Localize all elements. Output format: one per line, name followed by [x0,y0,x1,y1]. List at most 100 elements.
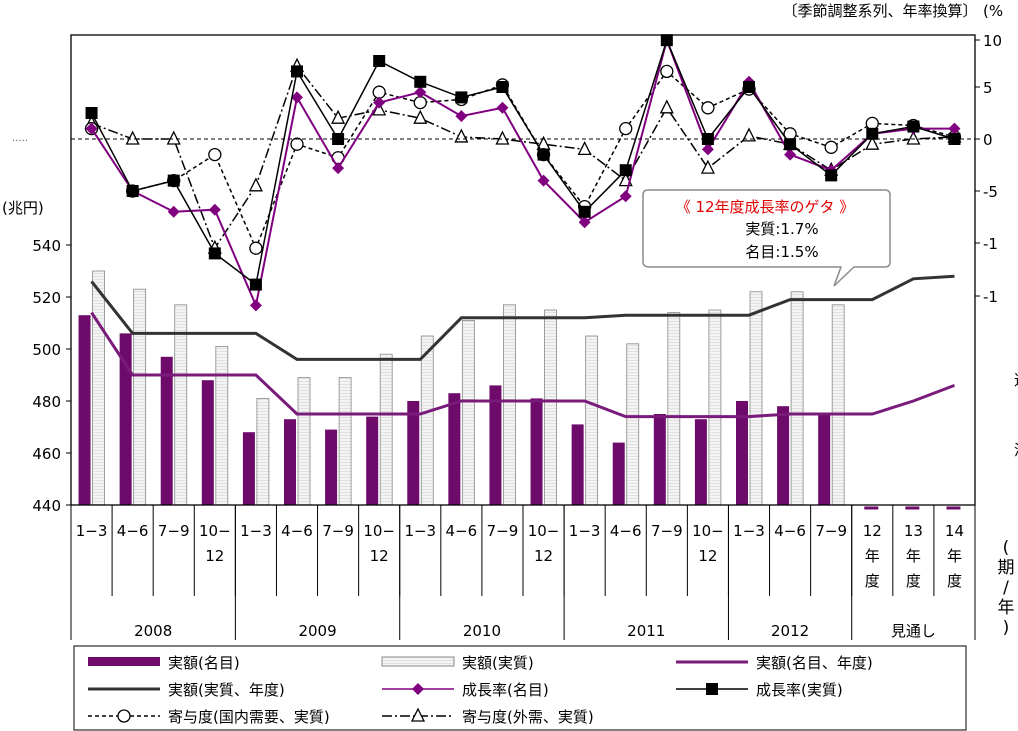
bar-real [667,312,681,506]
point-diamond [537,174,550,187]
left-tick-label: 460 [32,445,61,463]
point-circle [290,137,304,151]
bar-nominal [448,393,461,505]
point-square [496,81,509,93]
point-diamond [701,143,714,156]
point-diamond [784,148,797,161]
point-diamond [208,203,221,216]
bar-nominal [571,424,584,505]
legend-marker [706,683,718,695]
point-square [85,107,98,119]
category-label: 4−6 [446,522,478,540]
point-square [743,81,755,93]
point-triangle [125,130,140,145]
category-label: 4−6 [117,522,149,540]
left-tick-label: 540 [32,237,61,255]
point-triangle [577,140,592,156]
point-circle [701,101,715,115]
point-circle [660,64,674,79]
point-diamond [414,86,427,99]
point-triangle [659,99,674,114]
category-label: 1−3 [569,522,601,540]
category-label: 4−6 [281,522,313,540]
bar-nominal [201,380,214,505]
point-square [291,65,303,78]
category-label: 7−9 [815,522,847,540]
point-circle [249,241,263,255]
category-label: 1−3 [76,522,108,540]
bar-nominal [119,333,132,505]
category-label: 7−9 [322,522,354,540]
category-label: 10− [199,522,231,540]
point-diamond [373,96,386,109]
category-label: 度 [947,572,962,590]
line-diamond-series [90,36,955,309]
legend-label: 寄与度(国内需要、実質) [168,708,330,726]
right-tick-label: -5 [983,183,998,201]
annotation-title: 《 12年度成長率のゲタ 》 [676,198,855,216]
point-diamond [167,205,180,218]
left-axis-unit: (兆円) [2,199,44,217]
legend-label: 実額(名目) [168,654,240,672]
annotation-line-nominal: 名目:1.5% [745,243,818,261]
legend-swatch [381,656,455,667]
legend-marker [412,683,424,695]
legend-label: 実額(名目、年度) [756,654,873,672]
period-axis-char: 年 [998,598,1015,618]
category-label: 年 [947,547,962,565]
point-circle [208,147,222,162]
bar-real [585,335,599,506]
right-tick-label: -1 [983,235,998,253]
point-diamond [249,299,262,312]
bar-real [790,291,804,506]
category-label: 12 [205,547,224,565]
category-label: 12 [534,547,553,565]
point-square [455,91,468,104]
bar-real [256,397,270,506]
point-diamond [332,162,345,175]
bar-nominal [694,419,707,505]
group-label: 2008 [134,622,172,640]
category-label: 12 [370,547,389,565]
category-label: 4−6 [610,522,642,540]
point-square [208,247,221,260]
point-circle [865,116,879,131]
point-square [578,205,591,218]
point-square [784,138,797,151]
legend-marker [410,707,426,722]
category-label: 年 [906,547,921,565]
point-diamond [948,122,961,135]
bar-real [461,319,475,506]
category-label: 10− [363,522,395,540]
bar-real [831,304,845,506]
point-diamond [578,216,591,229]
left-axis-dots: ..... [12,133,28,144]
point-triangle [700,159,715,174]
bar-nominal [78,315,91,505]
point-triangle [413,109,428,124]
legend-label: 実額(実質、年度) [168,681,285,699]
point-square [126,185,139,197]
category-label: 度 [865,572,880,590]
point-square [866,127,879,140]
annotation-line-real: 実質:1.7% [745,220,818,238]
category-label: 14 [945,522,964,540]
left-tick-label: 480 [32,393,61,411]
bar-nominal [160,356,173,505]
bar-nominal [366,416,379,505]
point-diamond [496,101,509,114]
category-label: 13 [904,522,923,540]
point-square [907,120,920,133]
bar-nominal [777,406,790,505]
category-label: 7−9 [651,522,683,540]
point-triangle [166,130,181,145]
bar-real [215,345,229,506]
bar-real [544,309,557,506]
point-triangle [906,130,921,145]
bar-real [503,304,516,506]
bar-nominal [530,398,543,505]
group-label: 2012 [771,622,809,640]
legend-box [73,645,967,731]
category-label: 1−3 [240,522,272,540]
legend-label: 成長率(実質) [756,681,843,699]
